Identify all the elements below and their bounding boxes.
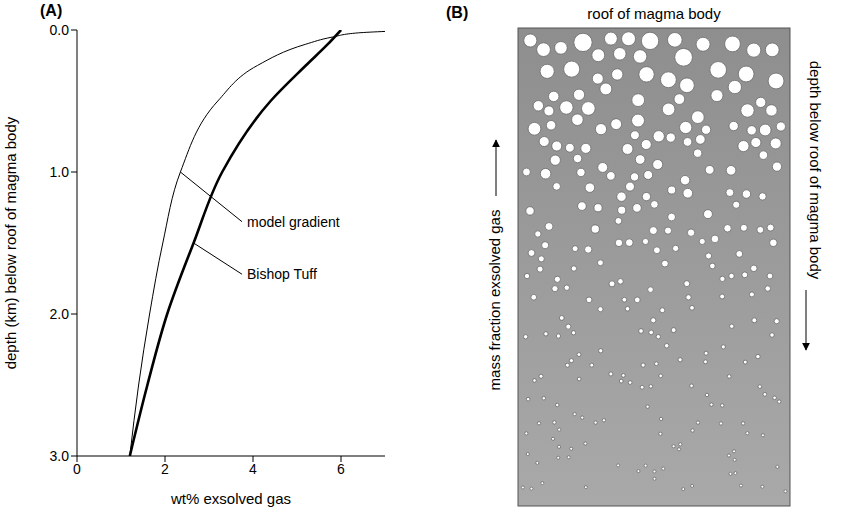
- html-text:(A): (A): [40, 2, 63, 19]
- svg-text:wt% exsolved gas: wt% exsolved gas: [170, 490, 291, 507]
- svg-text:Bishop Tuff: Bishop Tuff: [247, 266, 317, 282]
- svg-text:2: 2: [161, 461, 169, 477]
- svg-text:(B): (B): [446, 4, 468, 21]
- svg-text:1.0: 1.0: [50, 164, 70, 180]
- svg-text:2.0: 2.0: [50, 306, 70, 322]
- svg-text:6: 6: [337, 461, 345, 477]
- svg-text:roof of magma body: roof of magma body: [587, 5, 721, 22]
- svg-text:depth below roof of magma body: depth below roof of magma body: [807, 61, 824, 280]
- svg-text:4: 4: [249, 461, 257, 477]
- svg-text:model gradient: model gradient: [247, 214, 340, 230]
- svg-text:3.0: 3.0: [50, 448, 70, 464]
- svg-text:0: 0: [73, 461, 81, 477]
- svg-text:mass fraction exsolved gas: mass fraction exsolved gas: [486, 210, 503, 391]
- svg-text:0.0: 0.0: [50, 22, 70, 38]
- svg-text:depth (km) below roof of magma: depth (km) below roof of magma body: [2, 116, 19, 369]
